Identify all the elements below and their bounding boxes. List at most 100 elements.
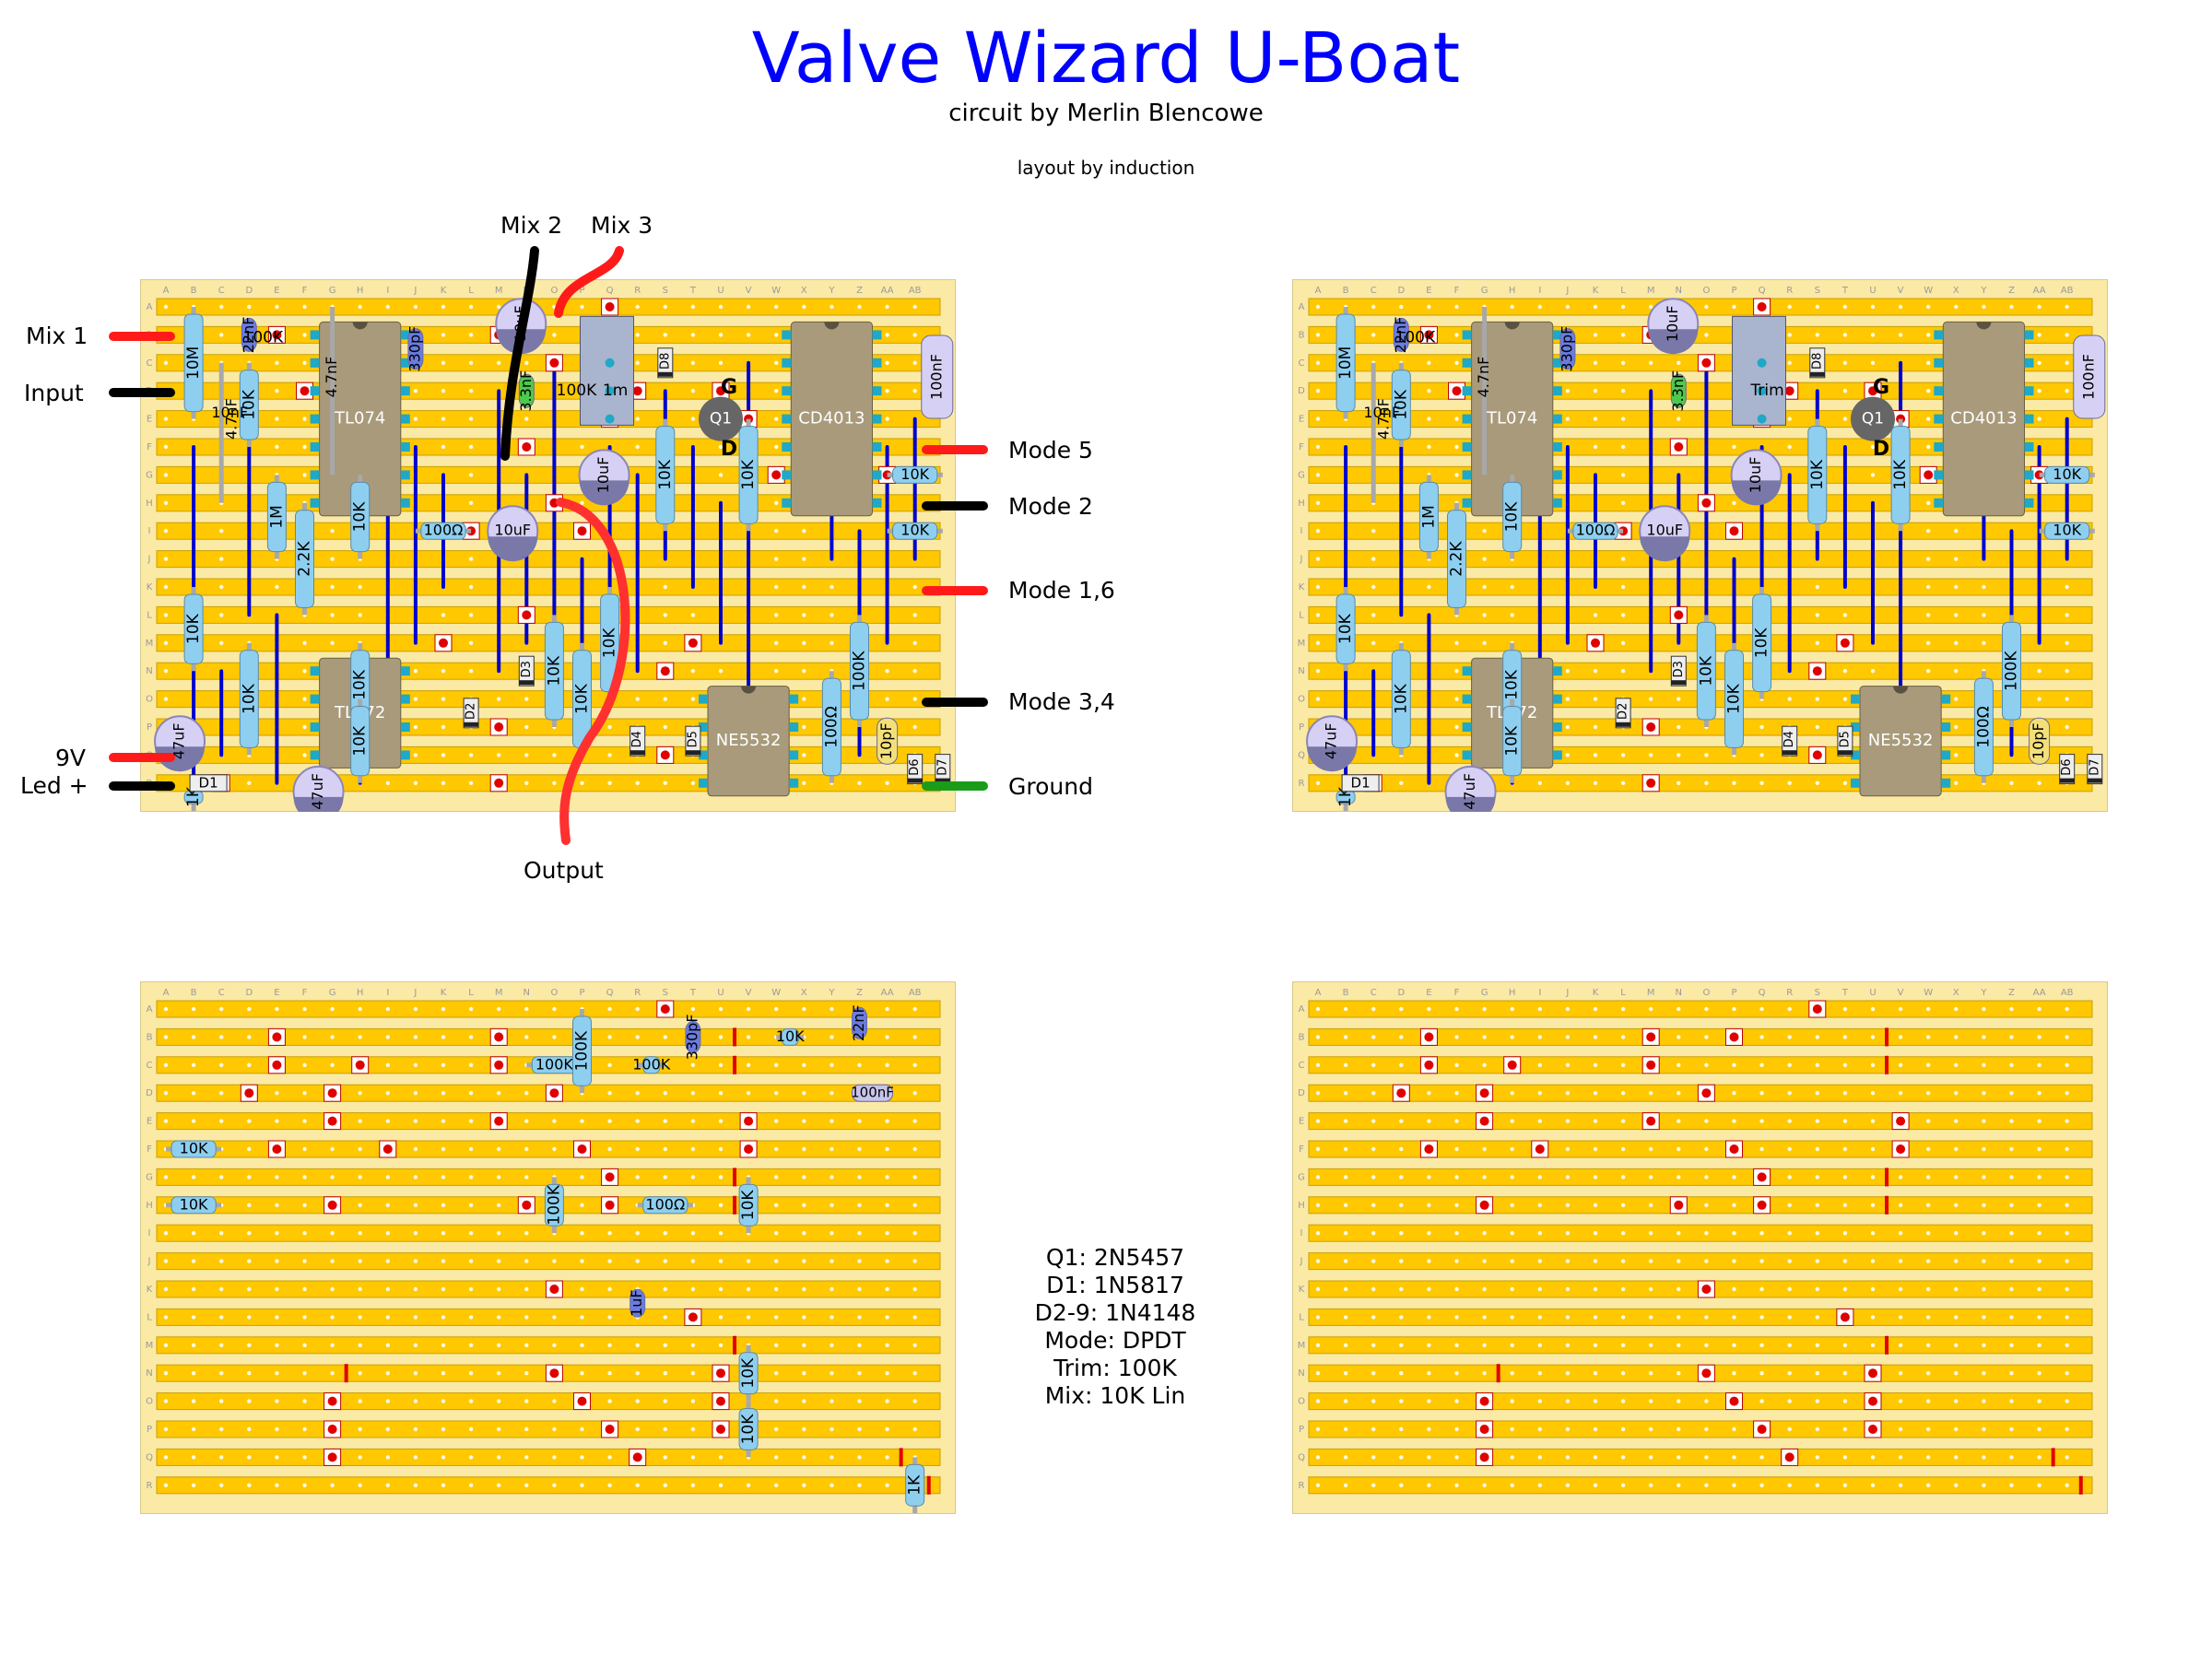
b1-row-label: F	[147, 442, 152, 452]
b4-hole	[1787, 1483, 1792, 1487]
b4-hole	[1565, 1146, 1571, 1152]
b3-hole	[163, 1371, 169, 1376]
b1-pad-11-dot	[577, 526, 587, 536]
b1-d8	[657, 347, 674, 379]
b1-d8-band	[657, 371, 673, 377]
b3-hole	[718, 1006, 724, 1012]
b4-hole	[1649, 1175, 1653, 1180]
b2-copper-strip	[1308, 550, 2093, 569]
b3-hole	[774, 1483, 779, 1487]
b1-hole	[413, 724, 418, 730]
b1-c-330pf-label: 330pF	[406, 326, 423, 372]
b4-hole	[1649, 1006, 1653, 1012]
b3-row-label: E	[147, 1117, 152, 1127]
b1-hole	[468, 781, 474, 785]
b4-hole	[2065, 1315, 2069, 1320]
b4-hole	[2065, 1371, 2069, 1376]
b2-r-10k-m-label: 100K	[2003, 651, 2021, 691]
b1-hole	[663, 724, 667, 730]
b2-hole	[1565, 389, 1571, 393]
b4-hole	[1565, 1119, 1571, 1123]
b2-hole	[1926, 529, 1931, 534]
b1-q1-gate: G	[721, 376, 737, 399]
b4-hole	[1649, 1091, 1653, 1096]
b3-hole	[468, 1259, 474, 1263]
b3-hole	[330, 1146, 335, 1152]
b2-hole	[1371, 304, 1376, 310]
b2-hole	[1842, 669, 1848, 674]
b3-pad-0-dot	[660, 1004, 670, 1014]
b3-hole	[580, 1119, 584, 1123]
b4-hole	[1315, 1286, 1321, 1292]
b3-hole	[275, 1286, 279, 1292]
b1-hole	[774, 669, 779, 674]
b2-ic-cd4013-pin	[1934, 358, 1944, 368]
b1-hole	[219, 304, 224, 310]
b1-hole	[885, 304, 889, 310]
b4-hole	[1537, 1371, 1542, 1376]
b3-row-label: A	[147, 1004, 153, 1015]
b2-r-10k-n	[2044, 465, 2090, 484]
b4-hole	[1454, 1315, 1459, 1320]
b4-hole	[2009, 1426, 2014, 1432]
b4-hole	[1649, 1343, 1653, 1347]
b4-hole	[1704, 1203, 1709, 1207]
b3-hole	[718, 1343, 724, 1347]
b2-hole	[1620, 360, 1626, 365]
b3-hole	[302, 1062, 307, 1067]
b1-ic-ne5532-pin	[789, 722, 799, 732]
b3-col-label: J	[413, 988, 417, 998]
b4-hole	[1593, 1006, 1598, 1012]
b4-hole	[1427, 1483, 1431, 1487]
b4-hole	[1565, 1203, 1571, 1207]
b2-ic-ne5532-pin	[1941, 722, 1951, 732]
b2-c-10uf-a-label: 10uF	[1664, 305, 1681, 342]
b2-col-label: E	[1426, 286, 1431, 296]
b2-r-10k-m	[2002, 621, 2021, 721]
b4-hole	[1649, 1483, 1653, 1487]
b2-r-10k-a	[1391, 370, 1411, 440]
b2-row-label: A	[1299, 302, 1305, 312]
b3-hole	[275, 1315, 279, 1320]
b1-hole	[690, 669, 696, 674]
b3-hole	[718, 1259, 724, 1263]
b1-col-label: O	[550, 286, 558, 296]
b4-pad-24-dot	[1729, 1396, 1739, 1406]
b4-hole	[1649, 1426, 1653, 1432]
b3-col-label: D	[245, 988, 253, 998]
b4-hole	[1343, 1175, 1348, 1180]
b4-hole	[1898, 1035, 1903, 1039]
b2-ic-cd4013-notch	[1976, 322, 1992, 330]
b3-hole	[802, 1231, 806, 1236]
b2-hole	[1593, 333, 1598, 337]
b2-c-47uf-b-stripe	[1445, 796, 1496, 812]
b4-hole	[2009, 1371, 2014, 1376]
b1-ic-tl074-pin	[310, 442, 320, 452]
b1-hole	[718, 473, 724, 477]
b1-hole	[385, 781, 390, 785]
b3-hole	[830, 1231, 834, 1236]
b1-hole	[524, 781, 529, 785]
b1-d6-label: D6	[908, 758, 922, 775]
b3-hole	[497, 1483, 501, 1487]
b3-hole	[247, 1426, 252, 1432]
b3-hole	[663, 1426, 667, 1432]
b3-hole	[552, 1119, 557, 1123]
b1-hole	[275, 360, 279, 365]
b2-c-47uf-b-label: 47uF	[1461, 773, 1478, 810]
b3-pad-13-dot	[272, 1144, 282, 1154]
b2-col-label: H	[1509, 286, 1516, 296]
b2-hole	[1454, 724, 1459, 730]
b3-hole	[247, 1203, 252, 1207]
b4-hole	[1537, 1343, 1542, 1347]
b2-hole	[1954, 304, 1959, 310]
b4-hole	[1371, 1231, 1376, 1236]
b3-hole	[247, 1006, 252, 1012]
b4-hole	[1537, 1399, 1542, 1403]
b1-hole	[302, 444, 307, 450]
b4-hole	[1732, 1426, 1736, 1432]
b1-hole	[912, 360, 917, 365]
b3-hole	[607, 1315, 612, 1320]
b2-row-label: B	[1299, 330, 1305, 340]
b1-hole	[163, 304, 169, 310]
